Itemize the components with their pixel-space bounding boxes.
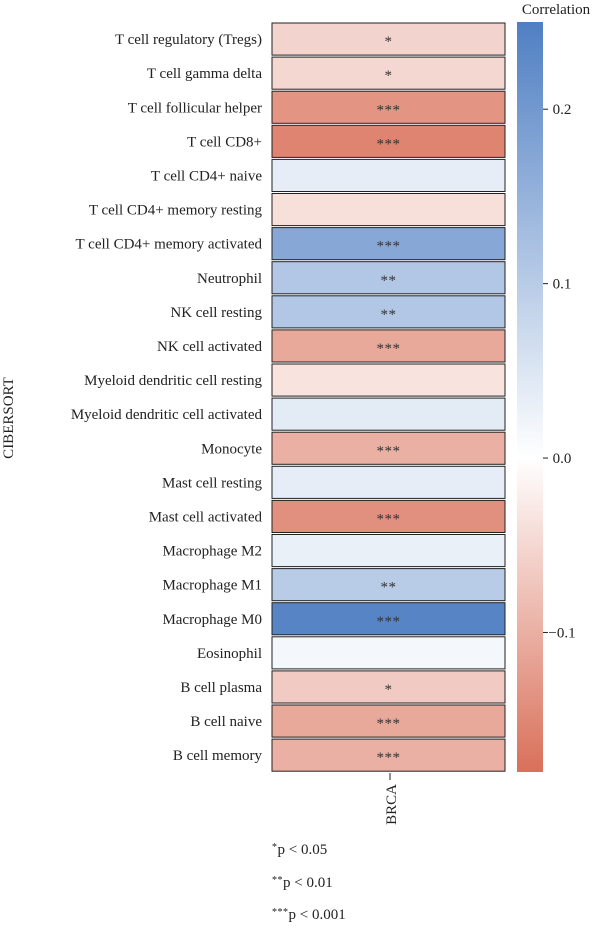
heatmap-cell — [271, 534, 506, 568]
row-label: Neutrophil — [197, 271, 262, 287]
row-label: T cell gamma delta — [147, 66, 262, 82]
row-labels: T cell regulatory (Tregs) T cell gamma de… — [71, 32, 263, 764]
y-axis-label: CIBERSORT — [1, 377, 17, 459]
significance-mark: *** — [377, 136, 401, 152]
x-axis: BRCA — [384, 773, 400, 825]
row-label: Monocyte — [201, 441, 262, 457]
row-label: T cell CD4+ memory activated — [76, 237, 263, 253]
significance-mark: *** — [377, 443, 401, 459]
significance-marker: ** — [272, 875, 283, 886]
heatmap-cell — [271, 193, 506, 227]
significance-legend-item: *p < 0.05 — [272, 842, 327, 859]
row-label: T cell CD4+ memory resting — [89, 203, 263, 219]
heatmap-cell — [271, 261, 506, 295]
significance-text: p < 0.05 — [277, 842, 328, 858]
colorbar-tick-label: −0.1 — [548, 625, 575, 641]
significance-marker: * — [272, 842, 278, 853]
heatmap-cell — [271, 670, 506, 704]
row-label: Myeloid dendritic cell resting — [84, 373, 262, 389]
heatmap-cell — [271, 636, 506, 670]
heatmap-cell — [271, 431, 506, 465]
heatmap-cell — [271, 295, 506, 329]
heatmap-cell — [271, 568, 506, 602]
significance-mark: *** — [377, 614, 401, 630]
row-label: T cell CD8+ — [187, 134, 262, 150]
row-label: Macrophage M2 — [162, 544, 262, 560]
significance-legend-item: ***p < 0.001 — [272, 907, 346, 924]
significance-mark: *** — [377, 341, 401, 357]
row-label: Macrophage M0 — [162, 612, 262, 628]
row-label: T cell CD4+ naive — [151, 168, 262, 184]
colorbar-tick-label: 0.1 — [553, 277, 572, 293]
column-label-brca: BRCA — [384, 784, 400, 825]
row-label: Eosinophil — [197, 646, 262, 662]
significance-mark: *** — [377, 716, 401, 732]
significance-mark: * — [385, 68, 393, 84]
row-label: B cell memory — [173, 748, 263, 764]
heatmap-cell — [271, 499, 506, 533]
row-label: Mast cell resting — [162, 475, 262, 491]
significance-mark: * — [385, 34, 393, 50]
significance-mark: ** — [381, 273, 397, 289]
row-label: B cell plasma — [180, 680, 262, 696]
row-label: Mast cell activated — [149, 509, 263, 525]
heatmap-cell — [271, 738, 506, 772]
significance-mark: ** — [381, 580, 397, 596]
heatmap-cell — [271, 124, 506, 158]
colorbar-gradient — [517, 22, 543, 772]
significance-mark: *** — [377, 750, 401, 766]
significance-mark: *** — [377, 511, 401, 527]
heatmap-cells — [271, 22, 506, 772]
significance-mark: * — [385, 682, 393, 698]
colorbar: Correlation 0.2 0.1 0.0 −0.1 — [517, 2, 591, 772]
heatmap-cell — [271, 704, 506, 738]
row-label: B cell naive — [190, 714, 262, 730]
significance-legend-item: **p < 0.01 — [272, 875, 333, 892]
heatmap-cell — [271, 90, 506, 124]
row-label: T cell regulatory (Tregs) — [115, 32, 262, 48]
row-label: T cell follicular helper — [128, 100, 262, 116]
heatmap-cell — [271, 158, 506, 192]
significance-text: p < 0.001 — [288, 907, 346, 923]
colorbar-title: Correlation — [522, 2, 591, 18]
row-label: NK cell activated — [157, 339, 262, 355]
significance-mark: *** — [377, 239, 401, 255]
colorbar-tick-label: 0.2 — [553, 102, 572, 118]
heatmap-cell — [271, 363, 506, 397]
significance-marks: ************************************ — [377, 34, 401, 766]
row-label: Macrophage M1 — [162, 578, 262, 594]
row-label: NK cell resting — [170, 305, 262, 321]
heatmap-cell — [271, 602, 506, 636]
significance-mark: *** — [377, 102, 401, 118]
heatmap-cell — [271, 227, 506, 261]
significance-mark: ** — [381, 307, 397, 323]
heatmap-cell — [271, 329, 506, 363]
row-label: Myeloid dendritic cell activated — [71, 407, 263, 423]
correlation-heatmap: T cell regulatory (Tregs) T cell gamma de… — [1, 2, 591, 825]
heatmap-cell — [271, 22, 506, 56]
significance-text: p < 0.01 — [283, 875, 333, 891]
colorbar-tick-label: 0.0 — [553, 451, 572, 467]
heatmap-cell — [271, 397, 506, 431]
colorbar-ticks: 0.2 0.1 0.0 −0.1 — [543, 102, 576, 641]
heatmap-cell — [271, 465, 506, 499]
heatmap-cell — [271, 56, 506, 90]
significance-marker: *** — [272, 907, 289, 918]
